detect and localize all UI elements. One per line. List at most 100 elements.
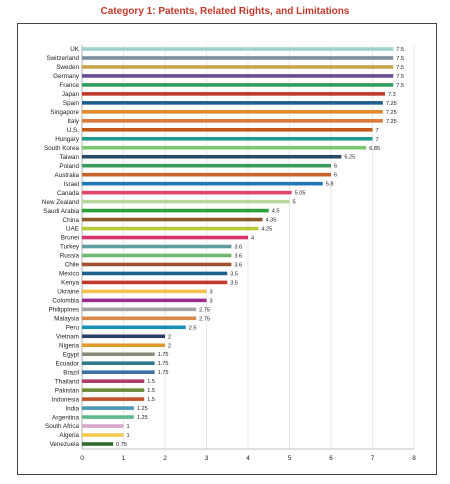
value-label: 6: [334, 173, 337, 179]
x-tick-label: 5: [288, 455, 292, 462]
bar: [82, 47, 394, 51]
category-label: Venezuela: [50, 441, 80, 448]
bar: [82, 433, 124, 437]
value-label: 6.85: [369, 146, 380, 152]
bar: [82, 181, 323, 186]
value-label: 2.75: [199, 307, 210, 313]
bar: [82, 217, 263, 222]
category-label: South Korea: [44, 145, 80, 152]
value-label: 1: [127, 433, 130, 439]
bar: [82, 361, 155, 366]
value-label: 7.5: [396, 47, 404, 53]
bar: [82, 226, 259, 231]
category-label: New Zealand: [42, 199, 80, 206]
bar: [82, 145, 367, 150]
value-label: 2.75: [199, 316, 210, 322]
bar: [82, 56, 394, 60]
bar: [82, 424, 124, 428]
category-label: Poland: [59, 163, 79, 170]
x-tick-label: 8: [412, 455, 416, 462]
value-label: 7.25: [386, 119, 397, 125]
category-label: Vietnam: [56, 333, 79, 340]
value-label: 1.25: [137, 406, 148, 412]
category-label: Egypt: [63, 351, 79, 358]
value-label: 7.25: [386, 110, 397, 116]
category-label: Hungary: [55, 136, 80, 143]
category-label: South Africa: [45, 423, 79, 430]
category-label: Brunei: [61, 235, 79, 242]
bar: [82, 334, 165, 339]
bar: [82, 280, 228, 285]
value-label: 4.5: [272, 209, 280, 215]
category-label: Ecuador: [56, 360, 79, 367]
category-label: UK: [70, 46, 80, 53]
bar: [82, 352, 155, 357]
value-label: 3: [210, 298, 213, 304]
bar: [82, 172, 331, 177]
category-label: India: [65, 405, 79, 412]
bar: [82, 208, 269, 213]
value-label: 6.25: [344, 155, 355, 161]
bar: [82, 406, 134, 410]
bar: [82, 136, 373, 141]
value-label: 5.05: [295, 191, 306, 197]
bar: [82, 388, 145, 392]
bar: [82, 154, 342, 159]
value-label: 7: [376, 128, 379, 134]
value-label: 4.35: [266, 218, 277, 224]
bar: [82, 325, 186, 330]
category-label: Canada: [57, 190, 80, 197]
bar: [82, 397, 145, 401]
value-label: 1.5: [147, 379, 155, 385]
bar: [82, 442, 114, 446]
value-label: 0.75: [116, 442, 127, 448]
value-label: 7.5: [396, 74, 404, 80]
category-label: Spain: [63, 100, 80, 107]
category-label: Chile: [65, 262, 80, 269]
bar: [82, 253, 232, 258]
value-label: 2.5: [189, 325, 197, 331]
category-label: Colombia: [52, 298, 79, 305]
category-label: Taiwan: [59, 154, 79, 161]
value-label: 1.5: [147, 397, 155, 403]
value-label: 3.5: [230, 280, 238, 286]
value-label: 2: [168, 334, 171, 340]
value-label: 7.3: [388, 92, 396, 98]
bar: [82, 289, 207, 294]
value-label: 1.75: [158, 361, 169, 367]
category-label: Malaysia: [54, 316, 79, 323]
category-label: Brazil: [63, 369, 79, 376]
bar: [82, 244, 232, 249]
category-label: Kenya: [61, 280, 79, 287]
value-label: 2: [168, 343, 171, 349]
value-label: 5: [293, 200, 296, 206]
x-tick-label: 3: [205, 455, 209, 462]
bar: [82, 370, 155, 374]
bar: [82, 262, 232, 267]
x-tick-label: 2: [163, 455, 167, 462]
bar: [82, 343, 165, 348]
bar: [82, 190, 292, 195]
category-label: Algeria: [59, 432, 79, 439]
value-label: 7.25: [386, 101, 397, 107]
category-label: Pakistan: [55, 387, 80, 394]
category-label: Turkey: [60, 244, 80, 251]
category-label: Argentina: [52, 414, 79, 421]
value-label: 5.8: [326, 182, 334, 188]
category-label: Australia: [55, 172, 80, 179]
value-label: 1.5: [147, 388, 155, 394]
value-label: 7.5: [396, 83, 404, 89]
category-label: Peru: [66, 324, 80, 331]
category-label: U.S.: [67, 127, 79, 134]
bar: [82, 235, 248, 240]
bar: [82, 163, 331, 168]
bar: [82, 110, 383, 114]
bar: [82, 307, 197, 312]
category-label: Switzerland: [46, 55, 79, 62]
x-tick-label: 7: [371, 455, 375, 462]
value-label: 3.6: [234, 262, 242, 268]
x-tick-label: 1: [122, 455, 126, 462]
category-label: Philippines: [49, 307, 79, 314]
category-label: Japan: [62, 91, 80, 98]
